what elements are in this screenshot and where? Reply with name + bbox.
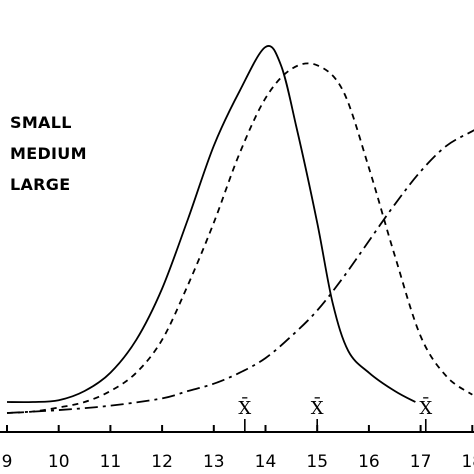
series-line-large — [6, 129, 474, 414]
mean-marker-label: X̄ — [238, 396, 251, 419]
x-axis: 9 10 11 12 13 14 15 16 17 18 — [0, 425, 474, 472]
x-tick-label: 11 — [100, 452, 122, 472]
x-tick-label: 12 — [151, 452, 173, 472]
legend-entry-medium: MEDIUM — [10, 144, 87, 163]
x-tick-label: 9 — [2, 452, 13, 472]
legend-entry-large: LARGE — [10, 175, 70, 194]
legend: SMALL MEDIUM LARGE — [10, 113, 87, 194]
legend-entry-small: SMALL — [10, 113, 72, 132]
x-tick-label: 10 — [48, 452, 70, 472]
series-line-medium — [6, 62, 473, 414]
series-line-small — [6, 45, 416, 404]
x-tick-label: 16 — [358, 452, 380, 472]
mean-marker-label: X̄ — [311, 396, 324, 419]
x-tick-label: 17 — [410, 452, 432, 472]
curves-layer — [6, 45, 474, 414]
x-tick-label: 18 — [461, 452, 474, 472]
x-tick-label: 13 — [203, 452, 225, 472]
x-tick-label: 15 — [306, 452, 328, 472]
mean-markers-layer: X̄ X̄ X̄ — [238, 396, 432, 431]
x-tick-label: 14 — [255, 452, 277, 472]
mean-marker-label: X̄ — [419, 396, 432, 419]
